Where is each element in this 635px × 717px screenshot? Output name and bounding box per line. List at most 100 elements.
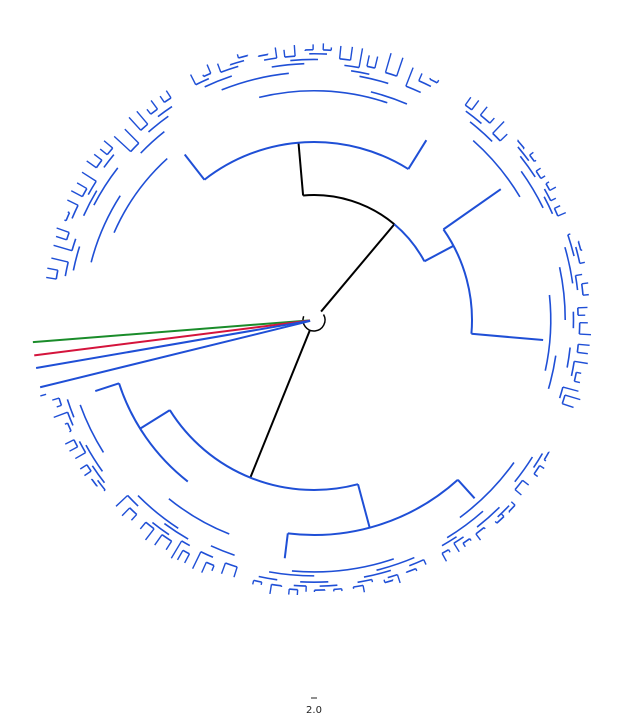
leaf-branch (176, 549, 184, 561)
leaf-branch (514, 489, 522, 496)
leaf-branch (562, 402, 574, 409)
leaf-branch (396, 574, 401, 584)
node-arc (459, 462, 515, 519)
leaf-branch (56, 404, 62, 408)
node-arc (271, 583, 282, 587)
node-arc (103, 154, 115, 168)
leaf-branch (216, 63, 222, 73)
node-arc (58, 397, 63, 406)
node-arc (85, 444, 104, 472)
leaf-branch (549, 186, 557, 192)
node-arc (204, 75, 233, 88)
leaf-branch (40, 393, 47, 397)
node-arc (91, 478, 98, 487)
node-arc (87, 180, 97, 195)
scale-bar-label: 2.0 (306, 705, 322, 716)
leaf-branch (130, 513, 138, 521)
leaf-branch (374, 56, 379, 69)
branch (94, 382, 120, 393)
node-arc (575, 246, 581, 264)
leaf-branch (405, 67, 414, 87)
node-arc (147, 115, 169, 133)
leaf-branch (384, 53, 392, 73)
leaf-branch (79, 464, 88, 470)
node-arc (73, 439, 79, 448)
node-arc (532, 453, 544, 469)
node-arc (284, 55, 296, 58)
lower-stem (249, 329, 311, 478)
node-arc (238, 54, 248, 59)
node-arc (574, 275, 579, 291)
node-arc (469, 121, 493, 143)
node-arc (517, 140, 525, 149)
leaf-branch (483, 527, 486, 530)
leaf-branch (191, 551, 202, 570)
leaf-branch (576, 371, 582, 374)
leaf-branch (557, 211, 567, 217)
outlier-branch (34, 319, 311, 357)
branch (183, 153, 206, 181)
node-arc (476, 506, 501, 528)
leaf-branch (283, 49, 286, 58)
leaf-branch (415, 568, 418, 572)
leaf-branch (69, 430, 72, 433)
node-arc (289, 588, 298, 591)
node-arc (547, 355, 557, 390)
leaf-branch (170, 540, 183, 559)
node-arc (225, 562, 238, 568)
node-arc (406, 567, 417, 574)
node-arc (508, 504, 516, 513)
outlier-branch (35, 319, 311, 369)
leaf-branch (492, 120, 505, 134)
node-arc (462, 538, 471, 544)
node-arc (157, 105, 173, 118)
node-arc (558, 267, 567, 320)
node-arc (151, 521, 170, 536)
scale-bar: 2.0 (306, 697, 322, 716)
leaf-branch (165, 540, 173, 551)
leaf-branch (423, 559, 427, 565)
node-arc (221, 72, 289, 91)
node-arc (543, 451, 550, 461)
node-arc (475, 526, 485, 535)
node-arc (113, 157, 168, 233)
node-arc (520, 170, 544, 209)
node-arc (182, 549, 190, 555)
node-arc (71, 238, 77, 251)
node-arc (472, 139, 521, 198)
leaf-branch (269, 584, 273, 595)
node-arc (140, 131, 165, 154)
node-arc (350, 70, 370, 76)
leaf-branch (93, 153, 103, 161)
leaf-branch (274, 47, 278, 59)
tree-backbone (249, 142, 396, 478)
leaf-branch (562, 386, 579, 392)
leaf-branch (220, 562, 227, 575)
node-arc (66, 422, 72, 432)
leaf-branch (577, 351, 588, 355)
node-arc (561, 394, 566, 404)
node-arc (137, 495, 179, 529)
node-arc (203, 72, 212, 78)
leaf-branch (67, 199, 79, 206)
node-arc (409, 558, 425, 567)
upper-right-stem (423, 244, 454, 263)
node-arc (161, 534, 173, 542)
node-arc (441, 548, 449, 555)
outlier-branch (32, 319, 311, 344)
node-arc (263, 57, 277, 61)
leaf-branch (74, 452, 86, 460)
leaf-branch (103, 140, 114, 149)
node-arc (140, 123, 149, 131)
leaf-branch (489, 117, 495, 124)
leaf-branch (115, 494, 129, 507)
upper-node-arc (303, 194, 395, 226)
node-arc (465, 110, 482, 125)
leaf-branch (84, 470, 92, 477)
leaf-branch (494, 520, 498, 524)
branch (457, 479, 476, 500)
node-arc (339, 58, 351, 61)
leaf-branch (184, 553, 191, 564)
node-arc (376, 556, 415, 571)
node-arc (441, 536, 457, 547)
